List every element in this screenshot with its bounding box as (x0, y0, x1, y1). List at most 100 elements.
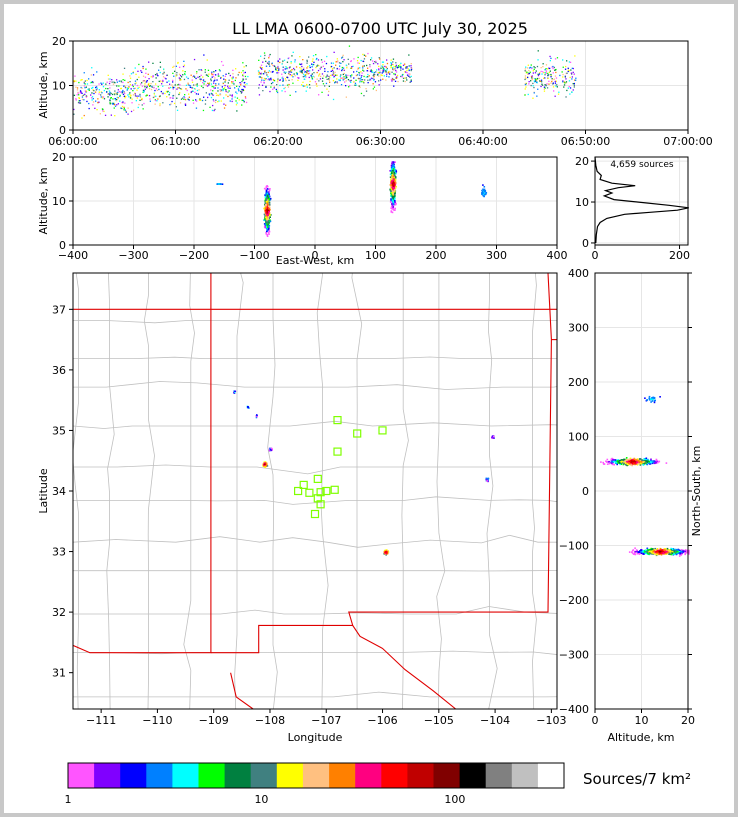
time-source-point (141, 85, 144, 87)
time-source-point (81, 96, 84, 98)
time-source-point (335, 64, 337, 66)
time-source-point (541, 84, 544, 86)
time-source-point (304, 71, 306, 73)
time-source-point (390, 79, 393, 81)
time-source-point (118, 85, 120, 87)
time-source-point (109, 91, 111, 94)
time-source-point (166, 74, 168, 76)
time-source-point (298, 77, 300, 79)
time-source-point (240, 71, 243, 74)
time-source-point (242, 78, 245, 80)
time-source-point (126, 88, 129, 90)
time-source-point (410, 75, 412, 78)
ns-source-point (656, 551, 658, 553)
ew-source-point (266, 226, 269, 228)
map-source-point (263, 462, 265, 464)
ew-source-point (393, 194, 395, 196)
time-source-point (174, 84, 176, 86)
time-source-point (289, 94, 291, 96)
time-source-point (550, 73, 552, 76)
time-source-point (152, 96, 155, 99)
ns-source-point (639, 550, 641, 552)
time-source-point (202, 86, 204, 89)
time-source-point (241, 91, 243, 93)
time-source-point (282, 80, 284, 82)
time-source-point (531, 67, 533, 70)
time-source-point (389, 73, 391, 75)
ns-source-point (649, 550, 651, 553)
ns-source-point (646, 461, 649, 464)
time-source-point (93, 90, 95, 92)
time-source-point (161, 81, 163, 83)
time-source-point (350, 76, 352, 78)
time-source-point (406, 66, 408, 68)
time-source-point (245, 101, 248, 104)
time-source-point (96, 88, 98, 91)
time-source-point (242, 88, 244, 91)
ns-ytick: −100 (559, 540, 589, 553)
time-source-point (156, 74, 158, 76)
time-source-point (127, 113, 129, 115)
ns-source-point (602, 461, 604, 464)
time-source-point (260, 64, 263, 66)
ew-source-point (393, 189, 396, 191)
time-source-point (214, 101, 217, 104)
ew-source-point (394, 176, 397, 178)
time-source-point (378, 75, 380, 77)
time-source-point (573, 86, 575, 88)
time-source-point (172, 72, 174, 74)
ew-source-point (267, 207, 269, 209)
time-source-point (330, 74, 332, 77)
station-marker (353, 429, 362, 438)
time-source-point (153, 96, 156, 98)
time-source-point (236, 110, 238, 112)
time-source-point (545, 72, 547, 74)
time-source-point (208, 83, 210, 85)
map-source-point (256, 415, 258, 418)
time-source-point (76, 94, 78, 96)
ew-xtick: 400 (547, 249, 568, 262)
ns-source-point (677, 549, 680, 551)
time-source-point (242, 75, 244, 77)
time-source-point (141, 99, 143, 101)
time-source-point (555, 80, 557, 82)
time-source-point (315, 83, 318, 85)
time-source-point (233, 83, 235, 85)
time-source-point (84, 87, 86, 89)
ew-ytick: 10 (52, 195, 66, 208)
time-source-point (91, 97, 93, 99)
ns-source-point (644, 552, 647, 554)
time-source-point (124, 97, 126, 99)
time-source-point (88, 88, 90, 90)
time-source-point (92, 89, 94, 91)
time-source-point (73, 113, 75, 115)
time-source-point (162, 76, 165, 78)
time-source-point (113, 107, 115, 109)
time-source-point (328, 75, 330, 78)
ew-source-point (394, 171, 397, 174)
time-source-point (213, 109, 215, 112)
ew-source-point (264, 215, 266, 217)
time-source-point (385, 66, 387, 68)
time-source-point (243, 101, 245, 103)
time-source-point (306, 71, 308, 73)
time-source-point (573, 84, 575, 86)
time-source-point (192, 90, 194, 92)
map-source-point (386, 550, 388, 553)
time-source-point (385, 79, 387, 81)
time-source-point (569, 61, 572, 63)
ns-source-point (649, 399, 651, 401)
time-source-point (555, 84, 557, 86)
ns-source-point (628, 462, 630, 464)
time-source-point (539, 72, 541, 74)
time-source-point (336, 78, 338, 80)
figure-frame: LL LMA 0600-0700 UTC July 30, 2025 06:00… (4, 4, 734, 813)
ns-source-point (656, 460, 659, 463)
time-source-point (386, 75, 388, 77)
time-source-point (135, 95, 137, 97)
ns-source-point (644, 550, 647, 553)
ns-source-point (655, 458, 658, 461)
ew-source-point (266, 204, 269, 206)
time-source-point (545, 68, 547, 70)
time-source-point (567, 69, 570, 71)
